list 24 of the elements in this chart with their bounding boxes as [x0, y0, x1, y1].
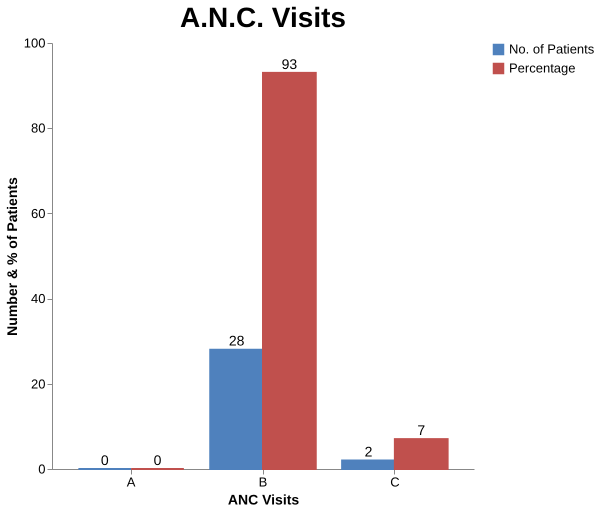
legend-label: No. of Patients	[509, 42, 595, 56]
y-tick-label: 80	[31, 120, 46, 136]
x-tick-label: B	[258, 474, 268, 490]
data-label: 28	[228, 332, 245, 349]
y-tick-label: 20	[31, 376, 46, 392]
y-tick-label: 100	[24, 36, 46, 50]
y-tick-label: 0	[38, 462, 46, 476]
data-label: 0	[100, 452, 109, 468]
x-axis-title: ANC Visits	[228, 492, 300, 508]
chart-title: A.N.C. Visits	[180, 2, 346, 33]
bar	[341, 459, 396, 470]
bar	[394, 438, 449, 470]
y-tick-label: 40	[31, 291, 46, 306]
x-tick-label: C	[390, 474, 400, 490]
data-label: 2	[364, 443, 373, 460]
y-tick-label: 60	[31, 206, 46, 221]
bar	[209, 348, 264, 470]
data-label: 93	[282, 56, 298, 72]
legend-label: Percentage	[509, 60, 576, 76]
data-label: 7	[417, 422, 426, 438]
data-label: 0	[154, 452, 162, 468]
bar	[262, 72, 317, 470]
y-axis-title: Number & % of Patients	[4, 176, 20, 336]
x-tick-label: A	[126, 474, 136, 490]
